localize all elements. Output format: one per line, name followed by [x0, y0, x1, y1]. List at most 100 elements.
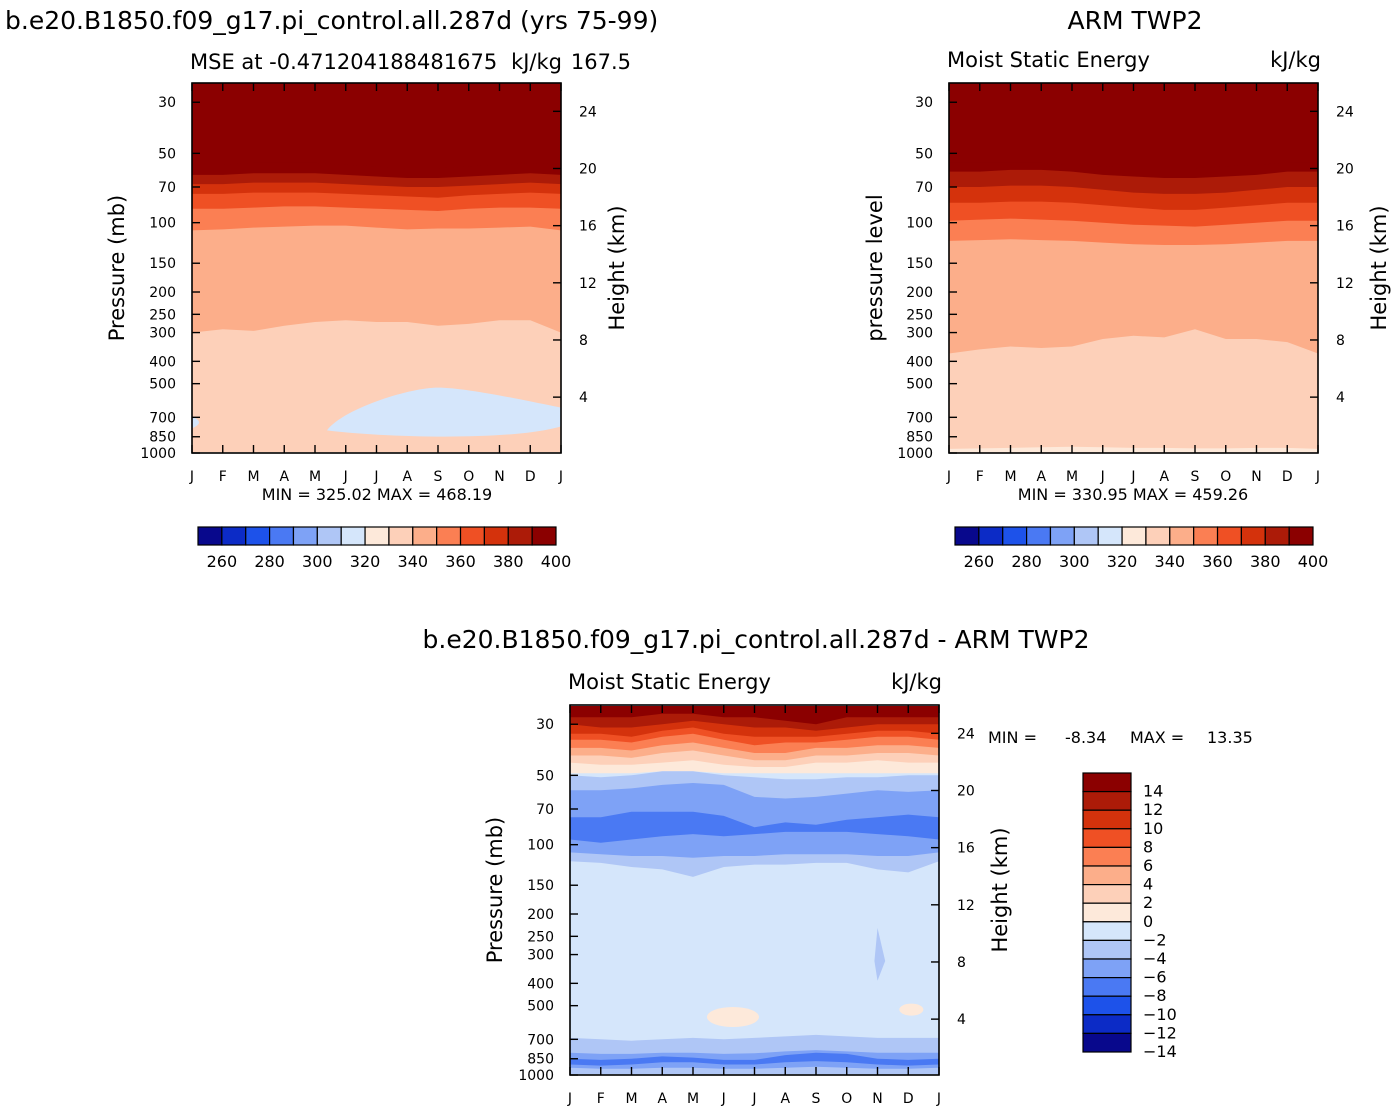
obs-y2-tick-label: 8 [1336, 333, 1345, 349]
model-colorbar-box [388, 526, 414, 546]
model-y2-tick-label: 12 [579, 276, 597, 292]
obs-colorbar-label: 360 [1202, 552, 1233, 571]
model-colorbar-label: 260 [207, 552, 238, 571]
diff-colorbar-label: −8 [1143, 986, 1167, 1005]
obs-colorbar-box [1121, 526, 1147, 546]
model-colorbar-label: 280 [254, 552, 285, 571]
model-colorbar-label: 340 [398, 552, 429, 571]
stats-max-value-diff: 13.35 [1207, 728, 1253, 747]
y2-axis-label-diff: Height (km) [988, 827, 1012, 952]
model-x-tick-label: O [463, 469, 474, 485]
obs-x-tick-label: J [1315, 469, 1320, 485]
obs-y-tick-label: 70 [915, 180, 933, 196]
obs-colorbar-label: 320 [1107, 552, 1138, 571]
model-band [192, 83, 561, 169]
diff-colorbar-box [1082, 1014, 1132, 1034]
model-y-tick-label: 30 [158, 95, 176, 111]
model-y-tick-label: 300 [149, 326, 176, 342]
model-band [192, 416, 199, 429]
diff-y2-tick-label: 24 [957, 726, 975, 742]
obs-x-tick-label: M [1004, 469, 1016, 485]
model-colorbar-box [197, 526, 223, 546]
model-colorbar-label: 400 [541, 552, 572, 571]
obs-colorbar-box [1169, 526, 1195, 546]
diff-y2-tick-label: 16 [957, 841, 975, 857]
axes-model: J F M A M J J A S O N D J 30 50 70 100 150 200 250 300 400 500… [140, 83, 597, 485]
model-y-tick-label: 100 [149, 216, 176, 232]
diff-x-tick-label: D [903, 1091, 914, 1107]
figure-title-model: b.e20.B1850.f09_g17.pi_control.all.287d … [5, 6, 658, 35]
model-colorbar-box [483, 526, 509, 546]
diff-y-tick-label: 700 [527, 1032, 554, 1048]
diff-y-tick-label: 150 [527, 878, 554, 894]
model-x-tick-label: A [402, 469, 412, 485]
diff-y-tick-label: 500 [527, 999, 554, 1015]
diff-colorbar-box [1082, 1032, 1132, 1053]
obs-y-tick-label: 150 [906, 256, 933, 272]
diff-x-tick-label: M [687, 1091, 699, 1107]
obs-y-tick-label: 1000 [897, 446, 933, 462]
stats-obs: MIN = 330.95 MAX = 459.26 [1018, 485, 1248, 504]
y2-axis-label-model: Height (km) [605, 205, 629, 330]
diff-colorbar-box [1082, 865, 1132, 886]
model-x-tick-label: A [279, 469, 289, 485]
obs-colorbar-box [954, 526, 980, 546]
diff-x-tick-label: F [597, 1091, 605, 1107]
model-colorbar-box [459, 526, 485, 546]
model-x-tick-label: M [247, 469, 259, 485]
model-colorbar-label: 320 [350, 552, 381, 571]
obs-y2-tick-label: 4 [1336, 390, 1345, 406]
diff-colorbar-label: −6 [1143, 968, 1167, 987]
obs-colorbar-box [1288, 526, 1314, 546]
model-x-tick-label: J [343, 469, 348, 485]
obs-x-tick-label: F [976, 469, 984, 485]
obs-colorbar-box [1097, 526, 1123, 546]
diff-colorbar-box [1082, 828, 1132, 848]
model-x-tick-label: J [373, 469, 378, 485]
model-colorbar-box [269, 526, 295, 546]
diff-colorbar-box [1082, 772, 1132, 793]
model-y-tick-label: 150 [149, 256, 176, 272]
model-colorbar-label: 300 [302, 552, 333, 571]
obs-x-tick-label: M [1066, 469, 1078, 485]
diff-x-tick-label: J [751, 1091, 756, 1107]
model-y2-tick-label: 24 [579, 104, 597, 120]
obs-colorbar-label: 260 [964, 552, 995, 571]
y2-axis-label-obs: Height (km) [1367, 205, 1391, 330]
diff-colorbar-label: 8 [1143, 837, 1153, 856]
model-colorbar-box [531, 526, 557, 546]
diff-y-tick-label: 300 [527, 948, 554, 964]
diff-x-tick-label: N [872, 1091, 882, 1107]
obs-y-tick-label: 30 [915, 95, 933, 111]
obs-y2-tick-label: 16 [1336, 219, 1354, 235]
obs-colorbar-box [1193, 526, 1219, 546]
diff-colorbar-label: 2 [1143, 893, 1153, 912]
model-y-tick-label: 70 [158, 180, 176, 196]
panel-model: b.e20.B1850.f09_g17.pi_control.all.287d … [5, 6, 658, 571]
diff-y2-tick-label: 4 [957, 1012, 966, 1028]
model-colorbar-label: 360 [445, 552, 476, 571]
model-colorbar-box [412, 526, 438, 546]
diff-y-tick-label: 30 [536, 717, 554, 733]
diff-colorbar-label: −12 [1143, 1023, 1177, 1042]
model-x-tick-label: D [525, 469, 536, 485]
model-x-tick-label: J [189, 469, 194, 485]
model-x-tick-label: J [558, 469, 563, 485]
diff-x-tick-label: J [567, 1091, 572, 1107]
model-x-tick-label: N [494, 469, 504, 485]
stats-max-label-diff: MAX = [1130, 728, 1184, 747]
diff-colorbar-box [1082, 883, 1132, 904]
panel-units-diff: kJ/kg [891, 670, 942, 694]
obs-colorbar-box [1073, 526, 1099, 546]
obs-colorbar-box [1145, 526, 1171, 546]
diff-colorbar-box [1082, 995, 1132, 1016]
diff-colorbar-box [1082, 809, 1132, 830]
panel-units-obs: kJ/kg [1270, 48, 1321, 72]
obs-x-tick-label: S [1191, 469, 1200, 485]
diff-band [570, 783, 939, 858]
contour-fill-obs [949, 83, 1318, 453]
model-colorbar-label: 380 [493, 552, 524, 571]
panel-units-model: kJ/kg [511, 50, 562, 74]
obs-y-tick-label: 100 [906, 216, 933, 232]
